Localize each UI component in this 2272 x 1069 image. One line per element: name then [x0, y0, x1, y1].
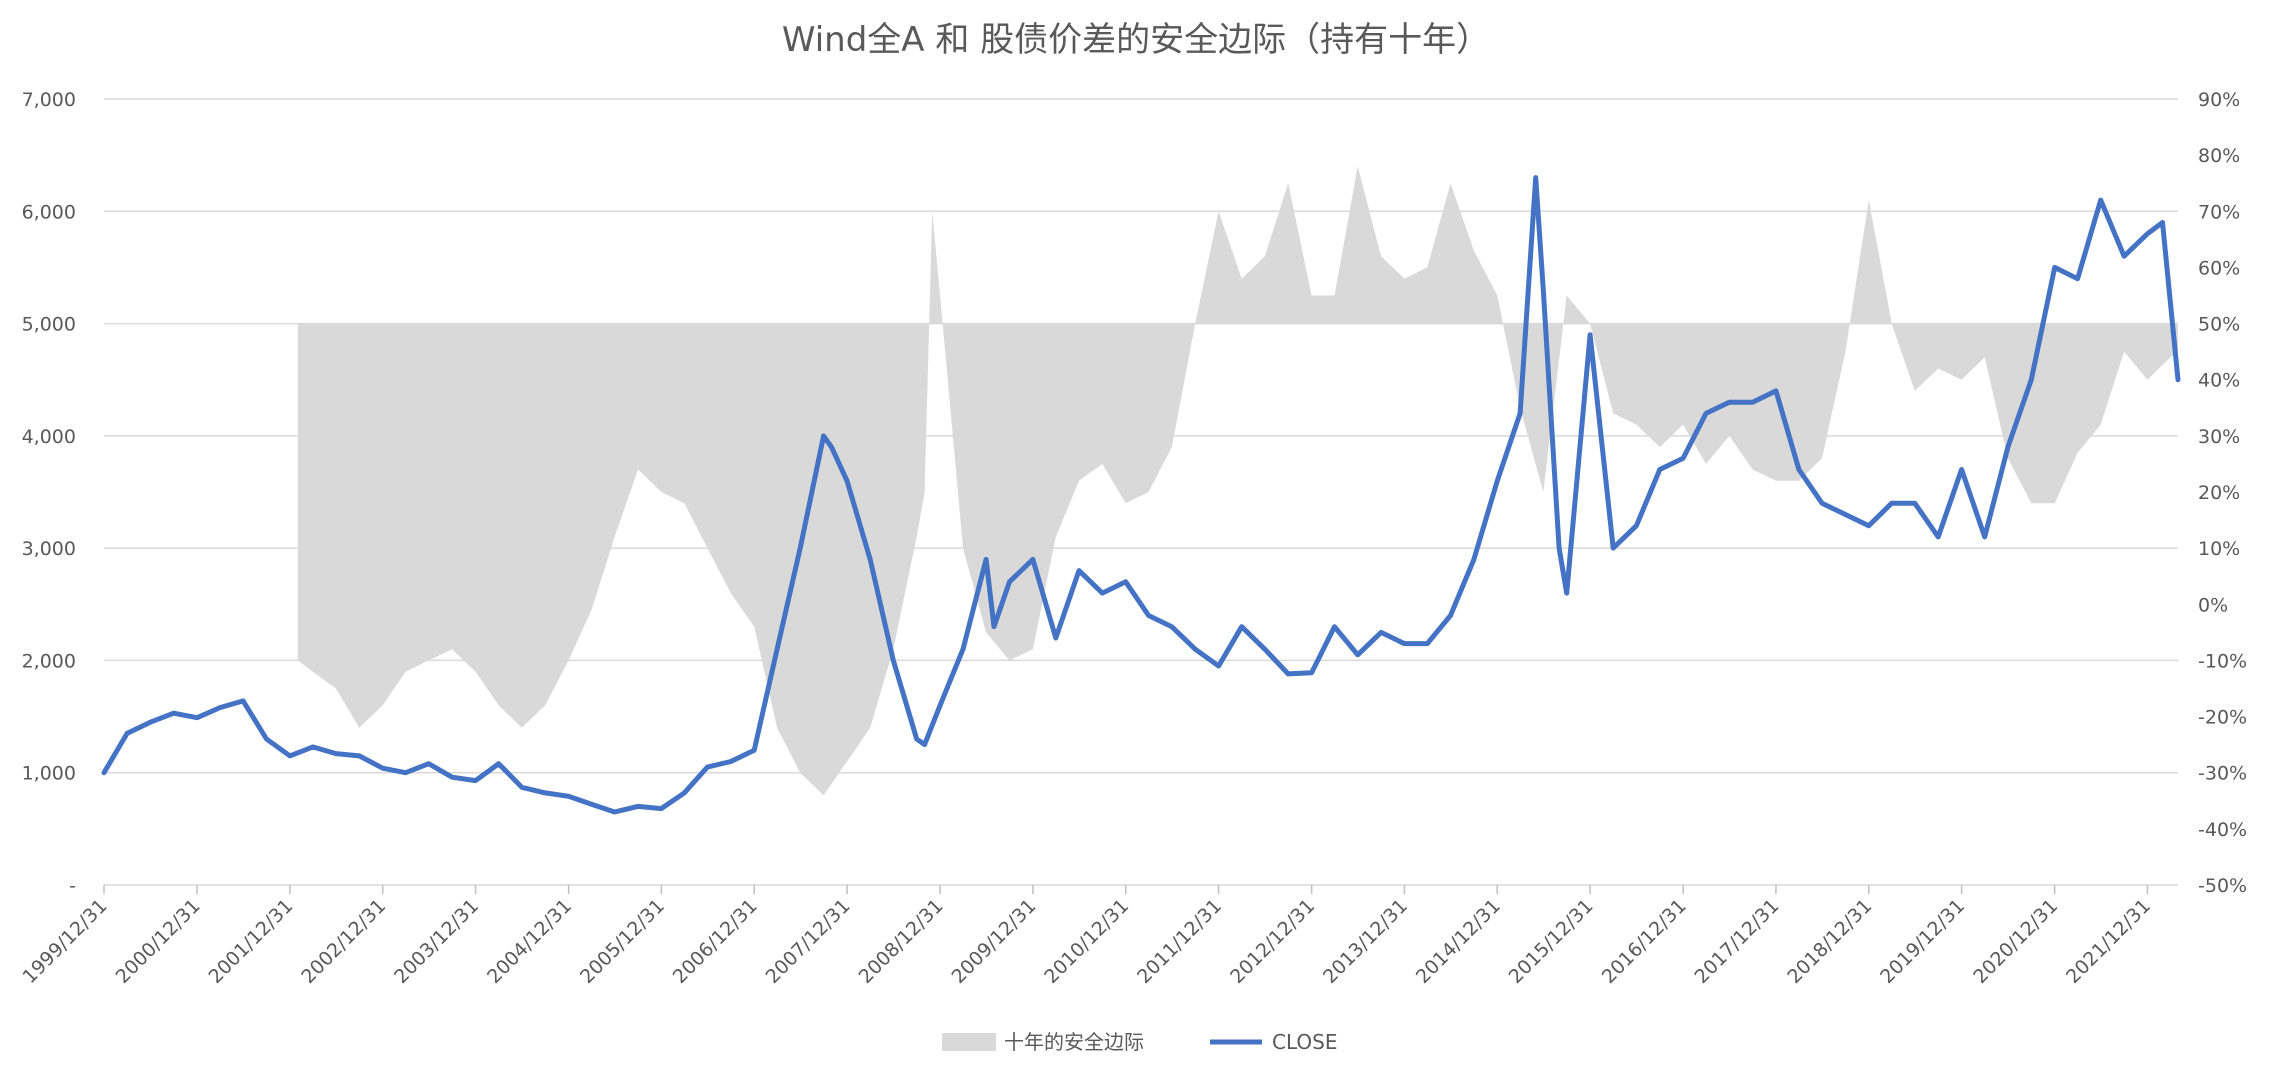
x-tick-label: 2019/12/31: [1876, 895, 1969, 988]
x-tick-label: 2017/12/31: [1691, 895, 1784, 988]
x-tick-label: 1999/12/31: [19, 895, 112, 988]
y-right-tick-label: -40%: [2198, 819, 2247, 841]
y-left-tick-label: 7,000: [22, 89, 76, 111]
x-tick-label: 2013/12/31: [1319, 895, 1412, 988]
y-right-tick-label: -50%: [2198, 875, 2247, 897]
y-right-tick-label: 90%: [2198, 89, 2240, 111]
y-left-tick-label: 2,000: [22, 650, 76, 672]
y-right-tick-label: 70%: [2198, 201, 2240, 223]
chart-title: Wind全A 和 股债价差的安全边际（持有十年）: [782, 20, 1490, 60]
y-right-tick-label: 30%: [2198, 426, 2240, 448]
y-right-tick-label: -10%: [2198, 650, 2247, 672]
x-tick-label: 2010/12/31: [1040, 895, 1133, 988]
safety-margin-area: [297, 166, 2178, 796]
legend-label-safety-margin: 十年的安全边际: [1004, 1030, 1144, 1054]
y-right-tick-label: -30%: [2198, 763, 2247, 785]
x-tick-label: 2018/12/31: [1783, 895, 1876, 988]
x-tick-label: 2005/12/31: [576, 895, 669, 988]
y-left-tick-label: 3,000: [22, 538, 76, 560]
x-tick-label: 2016/12/31: [1598, 895, 1691, 988]
x-tick-label: 2020/12/31: [1969, 895, 2062, 988]
x-tick-label: 2009/12/31: [947, 895, 1040, 988]
y-left-tick-label: 5,000: [22, 314, 76, 336]
x-tick-label: 2006/12/31: [669, 895, 762, 988]
y-left-tick-label: 6,000: [22, 201, 76, 223]
x-tick-label: 2008/12/31: [855, 895, 948, 988]
safety-margin-area-layer: [297, 166, 2178, 796]
x-tick-label: 2011/12/31: [1133, 895, 1226, 988]
x-axis: 1999/12/31 2000/12/31 2001/12/31 2002/12/31…: [19, 885, 2155, 988]
y-right-tick-label: 60%: [2198, 257, 2240, 279]
y-axis-right: -50% -40% -30% -20% -10% 0% 10% 20% 30% 40% 50% 60%…: [2198, 89, 2247, 897]
close-line: [101, 175, 2181, 815]
y-right-tick-label: 50%: [2198, 314, 2240, 336]
y-left-tick-label: 1,000: [22, 763, 76, 785]
x-tick-label: 2004/12/31: [483, 895, 576, 988]
x-tick-label: 2000/12/31: [112, 895, 205, 988]
x-tick-label: 2012/12/31: [1226, 895, 1319, 988]
x-tick-label: 2015/12/31: [1505, 895, 1598, 988]
legend-label-close: CLOSE: [1272, 1030, 1337, 1054]
close-line-layer: [101, 175, 2181, 815]
y-right-tick-label: 40%: [2198, 370, 2240, 392]
x-tick-label: 2007/12/31: [762, 895, 855, 988]
x-tick-label: 2001/12/31: [204, 895, 297, 988]
y-right-tick-label: 80%: [2198, 145, 2240, 167]
y-right-tick-label: 0%: [2198, 594, 2228, 616]
y-right-tick-label: -20%: [2198, 707, 2247, 729]
x-tick-label: 2021/12/31: [2062, 895, 2155, 988]
y-axis-left: - 1,000 2,000 3,000 4,000 5,000 6,000 7,000: [22, 89, 76, 897]
y-right-tick-label: 20%: [2198, 482, 2240, 504]
x-tick-label: 2003/12/31: [390, 895, 483, 988]
x-tick-label: 2002/12/31: [297, 895, 390, 988]
legend: 十年的安全边际 CLOSE: [942, 1030, 1337, 1054]
y-right-tick-label: 10%: [2198, 538, 2240, 560]
x-tick-label: 2014/12/31: [1412, 895, 1505, 988]
y-left-tick-label: -: [69, 875, 76, 897]
y-left-tick-label: 4,000: [22, 426, 76, 448]
legend-swatch-safety-margin: [942, 1033, 996, 1051]
